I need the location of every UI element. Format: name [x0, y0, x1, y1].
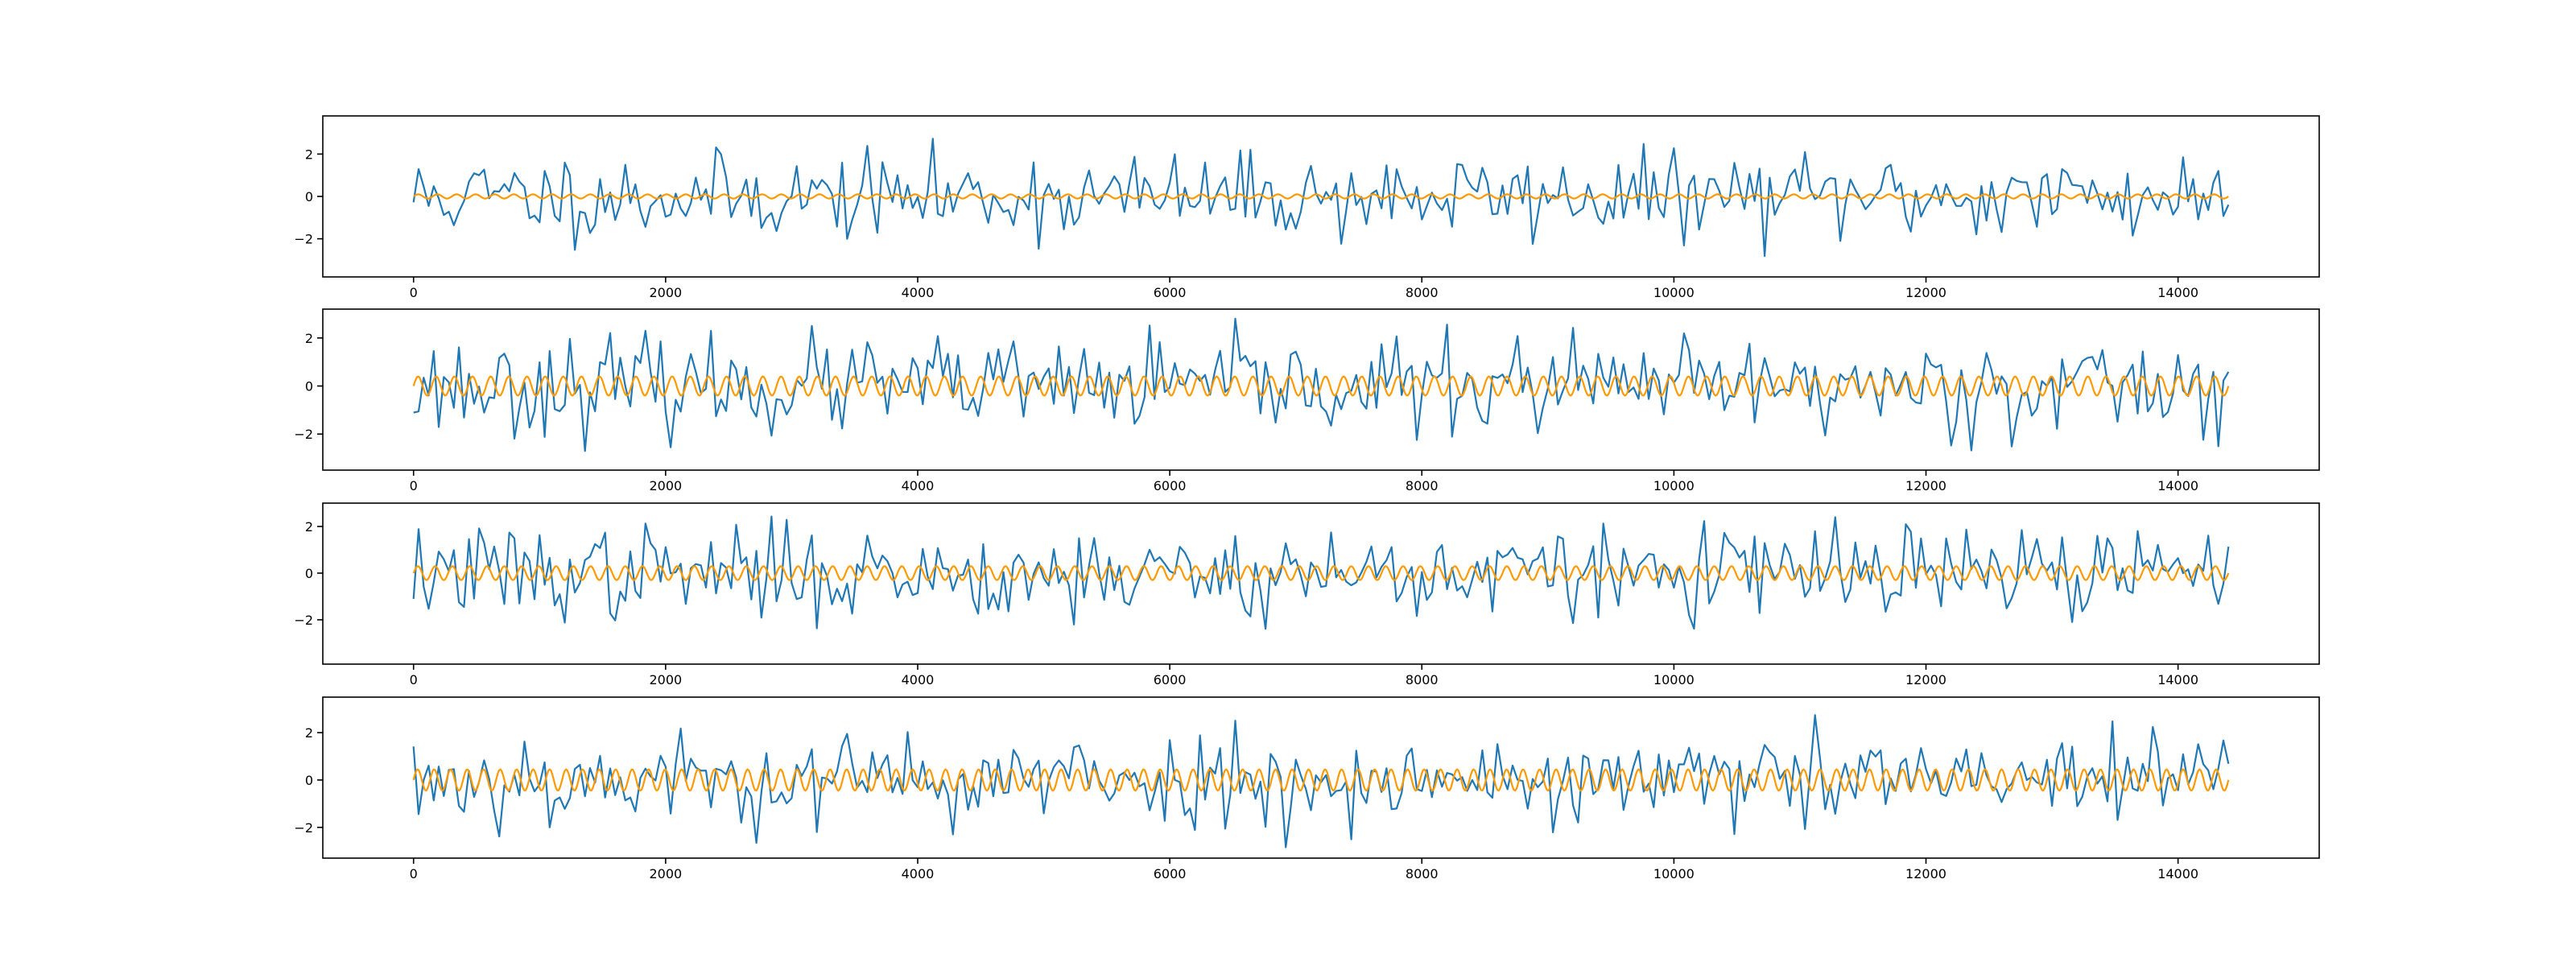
x-tick-label: 8000: [1406, 285, 1439, 300]
y-tick-label: 2: [305, 519, 313, 535]
y-tick-label: 0: [305, 189, 313, 204]
x-tick-label: 14000: [2157, 866, 2198, 881]
x-tick-label: 2000: [649, 672, 682, 687]
series-line-noise: [413, 317, 2230, 452]
x-tick-label: 8000: [1406, 478, 1439, 493]
subplot-2: 0 2000 4000 6000 8000 10000 12000 14000 −2 0 2: [294, 308, 2320, 493]
x-tick-label: 4000: [902, 866, 935, 881]
y-tick-label: 2: [305, 147, 313, 162]
series-line-oscillation: [412, 565, 2230, 581]
series-line-oscillation: [412, 768, 2230, 792]
y-tick-label: 0: [305, 773, 313, 788]
x-tick-label: 6000: [1154, 478, 1187, 493]
subplot-3: 0 2000 4000 6000 8000 10000 12000 14000 −2 0 2: [294, 502, 2320, 687]
y-tick-label: −2: [294, 232, 313, 247]
series-line-noise: [412, 138, 2230, 258]
x-tick-label: 4000: [902, 285, 935, 300]
x-tick-label: 4000: [902, 672, 935, 687]
x-tick-label: 10000: [1653, 866, 1695, 881]
x-tick-label: 10000: [1653, 672, 1695, 687]
x-tick-label: 0: [410, 866, 418, 881]
x-tick-label: 14000: [2157, 672, 2198, 687]
series-line-oscillation: [412, 375, 2230, 397]
x-tick-label: 14000: [2157, 285, 2198, 300]
subplot-4: 0 2000 4000 6000 8000 10000 12000 14000 −2 0 2: [294, 696, 2320, 881]
series-line-oscillation: [413, 193, 2229, 200]
x-tick-label: 2000: [649, 866, 682, 881]
x-tick-label: 10000: [1653, 478, 1695, 493]
x-tick-label: 6000: [1154, 285, 1187, 300]
x-tick-label: 12000: [1905, 672, 1946, 687]
y-tick-label: 0: [305, 379, 313, 394]
x-tick-label: 4000: [902, 478, 935, 493]
x-tick-label: 0: [410, 672, 418, 687]
axes-frame: [322, 308, 2320, 471]
x-tick-label: 12000: [1905, 478, 1946, 493]
x-tick-label: 14000: [2157, 478, 2198, 493]
y-tick-label: 2: [305, 725, 313, 741]
y-tick-label: 0: [305, 566, 313, 581]
x-tick-label: 8000: [1406, 672, 1439, 687]
y-tick-label: −2: [294, 820, 313, 836]
x-tick-label: 8000: [1406, 866, 1439, 881]
x-tick-label: 6000: [1154, 866, 1187, 881]
x-tick-label: 12000: [1905, 866, 1946, 881]
x-tick-label: 0: [410, 478, 418, 493]
subplot-1: 0 2000 4000 6000 8000 10000 12000 14000 −2 0 2: [294, 115, 2320, 300]
x-tick-label: 6000: [1154, 672, 1187, 687]
y-tick-label: −2: [294, 427, 313, 442]
x-tick-label: 10000: [1653, 285, 1695, 300]
y-tick-label: 2: [305, 331, 313, 346]
axes-frame: [322, 502, 2320, 665]
y-tick-label: −2: [294, 613, 313, 628]
x-tick-label: 0: [410, 285, 418, 300]
x-tick-label: 2000: [649, 285, 682, 300]
x-tick-label: 12000: [1905, 285, 1946, 300]
x-tick-label: 2000: [649, 478, 682, 493]
